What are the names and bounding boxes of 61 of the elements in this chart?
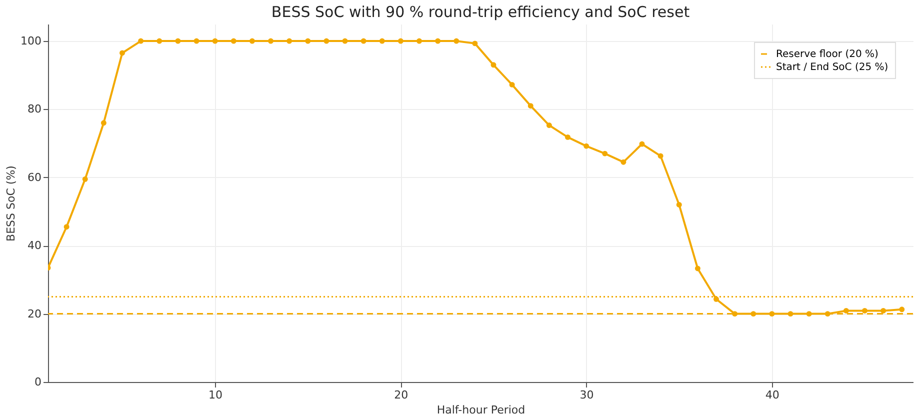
point: [379, 38, 385, 44]
point: [398, 38, 404, 44]
point: [454, 38, 460, 44]
point: [156, 38, 162, 44]
chart-title: BESS SoC with 90 % round-trip efficiency and SoC reset: [271, 3, 690, 21]
x-axis-title: Half-hour Period: [436, 404, 526, 416]
point: [286, 38, 292, 44]
point: [620, 159, 626, 165]
point: [824, 311, 830, 317]
x-tick-label: 40: [765, 388, 780, 402]
point: [324, 38, 330, 44]
y-tick-label: 0: [34, 376, 42, 388]
point: [639, 141, 645, 147]
point: [472, 40, 478, 46]
point: [212, 38, 218, 44]
point: [750, 311, 756, 317]
point: [899, 306, 905, 312]
point: [230, 38, 236, 44]
point: [584, 143, 590, 149]
x-tick-label: 30: [580, 388, 594, 402]
point: [769, 311, 775, 317]
y-tick-label: 40: [28, 239, 42, 252]
y-tick-label: 60: [28, 170, 42, 184]
y-tick-label: 100: [20, 34, 42, 48]
point: [658, 153, 664, 159]
point: [806, 311, 812, 317]
point: [82, 176, 88, 182]
y-tick-label: 80: [28, 102, 42, 116]
legend-label: Start / End SoC (25 %): [776, 62, 888, 73]
y-tick-label: 20: [28, 307, 42, 320]
point: [120, 50, 125, 56]
point: [249, 38, 255, 44]
point: [862, 308, 868, 314]
point: [509, 82, 515, 88]
y-axis-title: BESS SoC (%): [4, 166, 18, 242]
point: [676, 202, 682, 208]
point: [138, 38, 144, 44]
point: [268, 38, 274, 44]
point: [194, 38, 200, 44]
point: [435, 38, 441, 44]
point: [342, 38, 348, 44]
point: [546, 122, 552, 128]
x-tick-label: 10: [208, 388, 223, 402]
point: [788, 311, 794, 317]
point: [416, 38, 422, 44]
point: [843, 308, 849, 314]
point: [714, 296, 719, 302]
point: [602, 150, 608, 156]
point: [528, 103, 534, 109]
legend-label: Reserve floor (20 %): [776, 49, 879, 60]
point: [732, 311, 738, 317]
x-tick-label: 20: [394, 388, 408, 402]
point: [175, 38, 181, 44]
point: [100, 120, 106, 126]
point: [64, 224, 70, 230]
point: [565, 134, 570, 140]
point: [490, 62, 496, 68]
point: [880, 308, 886, 314]
point: [360, 38, 366, 44]
point: [694, 266, 700, 272]
point: [305, 38, 311, 44]
